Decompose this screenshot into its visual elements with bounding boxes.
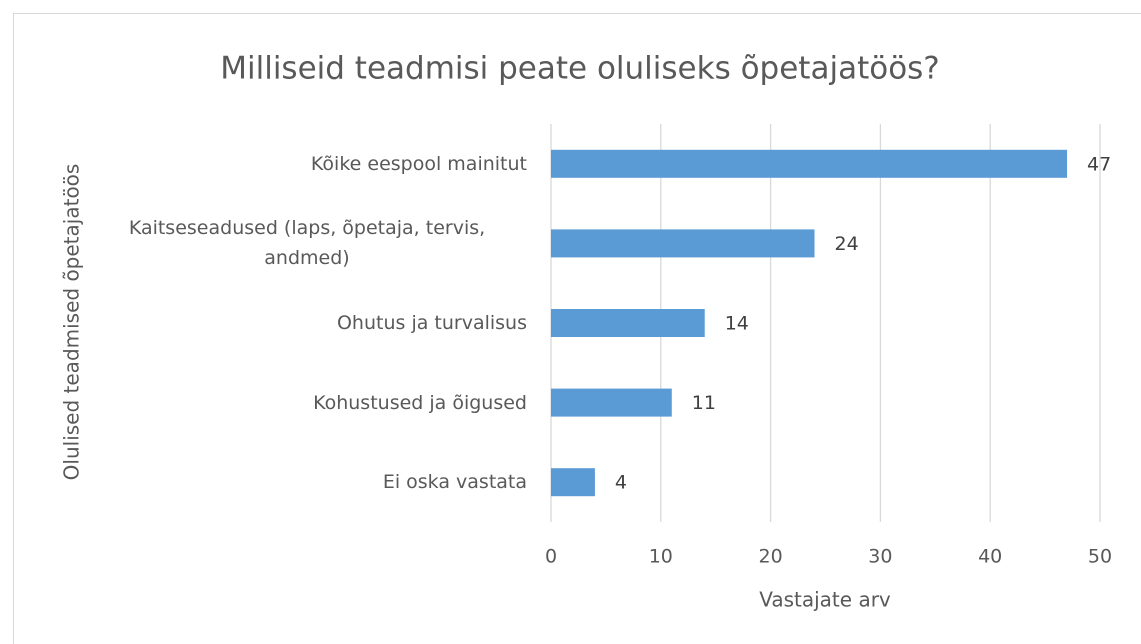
bar bbox=[551, 229, 815, 258]
value-label: 24 bbox=[835, 233, 859, 255]
y-tick-label: Kohustused ja õigused bbox=[80, 363, 527, 443]
y-tick-label: Ei oska vastata bbox=[80, 442, 527, 522]
y-tick-label: Ohutus ja turvalisus bbox=[80, 283, 527, 363]
value-label: 11 bbox=[692, 392, 716, 414]
y-tick-label: Kõike eespool mainitut bbox=[80, 124, 527, 204]
chart-title: Milliseid teadmisi peate oluliseks õpeta… bbox=[220, 51, 940, 87]
x-tick-label: 20 bbox=[759, 546, 783, 568]
category-text: Kohustused ja õigused bbox=[313, 391, 527, 414]
x-tick-label: 40 bbox=[978, 546, 1002, 568]
bar bbox=[551, 149, 1068, 178]
y-axis-label: Olulised teadmised õpetajatöös bbox=[60, 164, 84, 481]
bar bbox=[551, 468, 595, 497]
category-text: Ei oska vastata bbox=[382, 471, 527, 494]
category-text: Ohutus ja turvalisus bbox=[336, 312, 527, 334]
category-text: Kõike eespool mainitut bbox=[310, 152, 527, 175]
x-tick-label: 50 bbox=[1088, 546, 1112, 568]
value-label: 47 bbox=[1087, 153, 1111, 175]
bar bbox=[551, 388, 672, 417]
x-tick-label: 10 bbox=[649, 546, 673, 568]
value-label: 14 bbox=[725, 313, 749, 335]
bar bbox=[551, 309, 705, 337]
value-label: 4 bbox=[615, 472, 627, 494]
x-axis-label: Vastajate arv bbox=[759, 588, 891, 612]
y-tick-label: Kaitseseadused (laps, õpetaja, tervis, a… bbox=[80, 203, 527, 283]
x-tick-label: 30 bbox=[868, 546, 892, 568]
x-tick-label: 0 bbox=[545, 546, 557, 568]
category-text: Kaitseseadused (laps, õpetaja, tervis, a… bbox=[128, 217, 486, 270]
